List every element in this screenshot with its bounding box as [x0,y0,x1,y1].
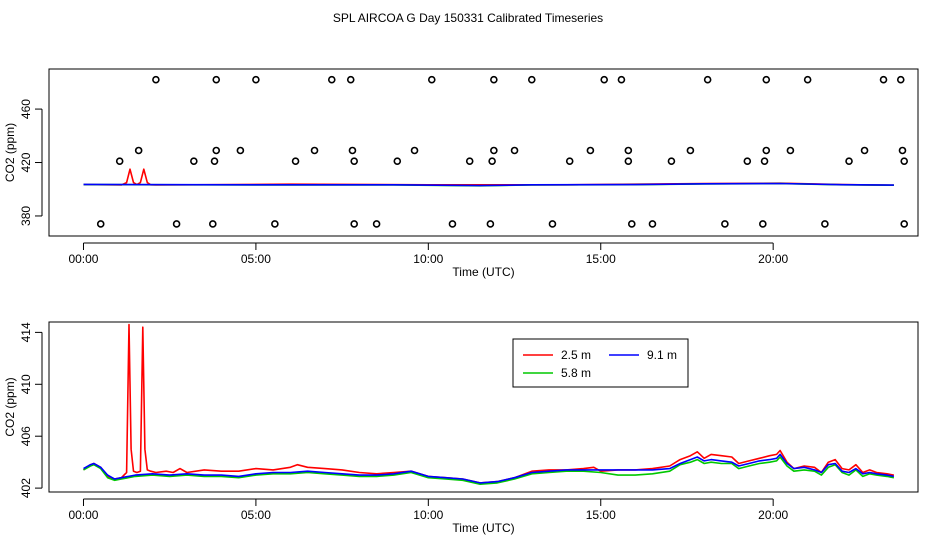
flag-marker [762,75,771,84]
x-tick-label: 00:00 [68,508,98,522]
flag-marker [648,220,657,228]
x-axis: 00:00 05:00 10:00 15:00 20:00 Time (UTC) [68,242,789,279]
legend: 2.5 m 5.8 m 9.1 m [512,338,689,388]
top-panel: 00:00 05:00 10:00 15:00 20:00 Time (UTC) 380 42… [3,68,919,279]
flag-marker [803,75,812,84]
flag-marker [327,75,336,84]
flag-marker [759,220,767,228]
flag-marker [172,220,181,228]
flag-marker [372,220,381,228]
flag-marker [510,146,519,155]
legend-label: 5.8 m [561,366,591,380]
chart-title: SPL AIRCOA G Day 150331 Calibrated Times… [333,11,603,25]
flag-marker [393,157,402,165]
flag-marker [152,75,160,84]
flag-marker [860,146,869,155]
x-tick-label: 15:00 [586,252,616,266]
plot-frame [48,321,919,493]
y-axis-label: CO2 (ppm) [3,377,17,436]
x-axis: 00:00 05:00 10:00 15:00 20:00 Time (UTC) [68,498,789,535]
x-axis-label: Time (UTC) [452,521,514,535]
flag-marker [448,220,457,228]
flag-marker [900,157,909,165]
legend-label: 9.1 m [647,348,677,362]
flag-marker [821,220,829,228]
flag-marker [743,157,752,165]
flag-marker [252,75,260,84]
y-axis: 402 406 410 414 CO2 (ppm) [3,322,43,498]
y-tick-label: 420 [19,152,33,172]
flag-marker [210,157,219,165]
flag-marker [786,146,795,155]
flag-marker [490,146,498,155]
flag-marker [845,157,853,165]
flag-marker [896,75,905,84]
flag-marker [115,157,124,165]
flag-marker [346,75,355,84]
flag-marker [490,75,498,84]
flag-marker [350,157,358,165]
flag-marker [667,157,676,165]
flag-marker [190,157,198,165]
flag-marker [624,157,633,165]
series-line-5-8-m [83,456,895,486]
flag-marker [486,220,495,228]
y-tick-label: 460 [19,99,33,119]
y-tick-label: 380 [19,206,33,226]
series-line-9-1-m [83,182,894,187]
x-tick-label: 00:00 [68,252,98,266]
flag-marker [703,75,712,84]
flag-marker [565,157,574,165]
legend-box [512,338,689,388]
flag-marker [600,75,608,84]
flag-marker [686,146,695,155]
flag-marker [427,75,436,84]
flag-marker [627,220,636,228]
x-tick-label: 20:00 [758,508,788,522]
flag-marker [617,75,626,84]
flag-marker [762,146,771,155]
x-tick-label: 20:00 [758,252,788,266]
y-tick-label: 410 [19,374,33,394]
y-tick-label: 402 [19,478,33,498]
x-tick-label: 10:00 [413,252,443,266]
x-tick-label: 05:00 [241,508,271,522]
flag-marker [624,146,633,155]
flag-marker [212,75,221,84]
flag-marker [879,75,888,84]
flag-marker [236,146,245,155]
x-tick-label: 10:00 [413,508,443,522]
flag-marker [271,220,279,228]
flag-marker [548,220,557,228]
flag-marker [212,146,221,155]
flag-marker [760,157,769,165]
flag-marker [488,157,496,165]
plot-frame [48,68,919,237]
flag-marker [350,220,358,228]
x-tick-label: 15:00 [586,508,616,522]
flag-marker [134,146,143,155]
series-line-9-1-m [83,453,895,484]
flag-marker [310,146,319,155]
flag-marker [410,146,419,155]
y-tick-label: 414 [19,322,33,342]
legend-label: 2.5 m [561,348,591,362]
flag-marker [898,146,907,155]
y-axis-label: CO2 (ppm) [3,123,17,182]
flag-marker [208,220,217,228]
flag-marker [721,220,729,228]
x-tick-label: 05:00 [241,252,271,266]
flag-marker [900,220,909,228]
flag-marker [96,220,105,228]
x-axis-label: Time (UTC) [452,265,514,279]
flag-marker [348,146,357,155]
flag-marker [291,157,300,165]
flag-marker [527,75,536,84]
flag-marker [586,146,595,155]
y-tick-label: 406 [19,426,33,446]
flag-marker [465,157,474,165]
